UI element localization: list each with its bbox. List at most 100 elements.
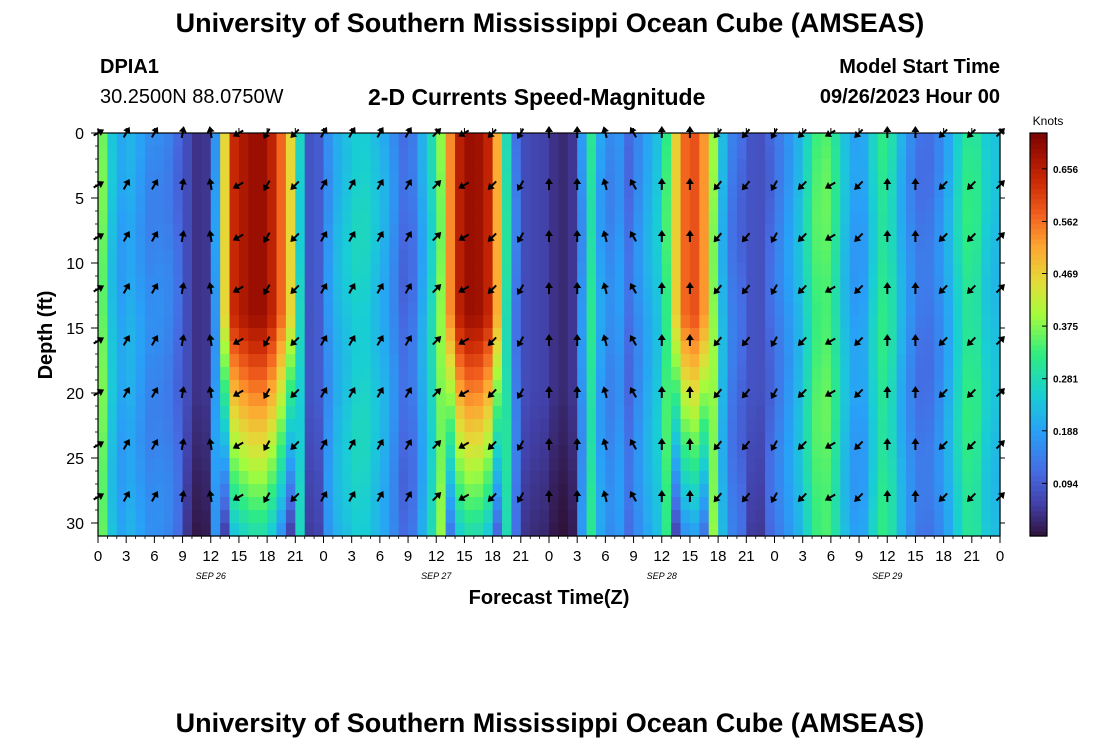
heatmap-cell — [276, 250, 287, 264]
heatmap-cell — [304, 263, 315, 277]
heatmap-cell — [849, 393, 860, 407]
heatmap-cell — [126, 159, 137, 173]
heatmap-cell — [896, 445, 907, 459]
heatmap-cell — [595, 393, 606, 407]
heatmap-cell — [605, 380, 616, 394]
heatmap-cell — [379, 237, 390, 251]
heatmap-cell — [708, 159, 719, 173]
heatmap-cell — [511, 250, 522, 264]
heatmap-cell — [229, 211, 240, 225]
heatmap-cell — [436, 406, 447, 420]
heatmap-cell — [953, 367, 964, 381]
heatmap-cell — [915, 146, 926, 160]
heatmap-cell — [511, 510, 522, 524]
heatmap-cell — [708, 497, 719, 511]
heatmap-cell — [577, 328, 588, 342]
heatmap-cell — [793, 445, 804, 459]
heatmap-cell — [332, 380, 343, 394]
heatmap-cell — [614, 315, 625, 329]
heatmap-cell — [718, 237, 729, 251]
heatmap-cell — [549, 510, 559, 524]
heatmap-cell — [586, 302, 597, 316]
heatmap-cell — [953, 302, 964, 316]
x-tick-label: 15 — [231, 548, 248, 565]
heatmap-cell — [783, 484, 794, 498]
heatmap-cell — [887, 185, 898, 199]
heatmap-cell — [755, 484, 766, 498]
heatmap-cell — [323, 315, 334, 329]
heatmap-cell — [924, 419, 935, 433]
heatmap-cell — [943, 328, 954, 342]
heatmap-cell — [201, 146, 212, 160]
heatmap-cell — [624, 393, 635, 407]
current-arrow — [797, 336, 807, 346]
heatmap-cell — [257, 471, 268, 485]
heatmap-cell — [135, 159, 146, 173]
current-arrow — [232, 233, 244, 241]
colorbar-segment — [1030, 515, 1047, 522]
heatmap-cell — [389, 380, 400, 394]
heatmap-cell — [971, 484, 982, 498]
heatmap-cell — [248, 302, 259, 316]
heatmap-cell — [549, 458, 559, 472]
heatmap-cell — [990, 445, 1001, 459]
heatmap-cell — [483, 367, 494, 381]
heatmap-cell — [144, 224, 155, 238]
heatmap-cell — [511, 406, 522, 420]
heatmap-cell — [614, 302, 625, 316]
heatmap-cell — [953, 250, 964, 264]
heatmap-cell — [642, 146, 653, 160]
heatmap-cell — [840, 302, 851, 316]
heatmap-cell — [191, 263, 202, 277]
x-tick-label: 6 — [827, 548, 835, 565]
heatmap-cell — [849, 328, 860, 342]
heatmap-cell — [144, 289, 155, 303]
heatmap-cell — [520, 315, 531, 329]
heatmap-cell — [126, 224, 137, 238]
heatmap-cell — [633, 302, 644, 316]
heatmap-cell — [426, 393, 437, 407]
heatmap-cell — [877, 302, 888, 316]
heatmap-cell — [915, 523, 926, 537]
heatmap-cell — [699, 497, 710, 511]
heatmap-cell — [417, 315, 428, 329]
heatmap-cell — [840, 445, 851, 459]
heatmap-cell — [285, 419, 296, 433]
heatmap-cell — [323, 354, 334, 368]
heatmap-cell — [755, 133, 766, 147]
heatmap-cell — [661, 133, 672, 147]
heatmap-cell — [689, 406, 700, 420]
heatmap-cell — [417, 263, 428, 277]
heatmap-cell — [107, 406, 118, 420]
colorbar-segment — [1030, 248, 1047, 255]
heatmap-cell — [765, 523, 776, 537]
heatmap-cell — [163, 289, 174, 303]
heatmap-cell — [464, 497, 475, 511]
heatmap-cell — [821, 354, 832, 368]
heatmap-cell — [285, 354, 296, 368]
heatmap-cell — [220, 419, 231, 433]
heatmap-cell — [934, 198, 945, 212]
heatmap-cell — [163, 224, 174, 238]
heatmap-cell — [342, 159, 353, 173]
heatmap-cell — [107, 172, 118, 186]
heatmap-cell — [783, 432, 794, 446]
heatmap-cell — [163, 211, 174, 225]
x-tick-label: 15 — [456, 548, 473, 565]
heatmap-cell — [295, 445, 306, 459]
heatmap-cell — [755, 211, 766, 225]
heatmap-cell — [812, 484, 823, 498]
current-arrow — [122, 490, 131, 502]
heatmap-cell — [859, 185, 870, 199]
heatmap-cell — [680, 211, 691, 225]
heatmap-cell — [746, 224, 757, 238]
heatmap-cell — [342, 302, 353, 316]
heatmap-cell — [633, 471, 644, 485]
heatmap-cell — [624, 172, 635, 186]
heatmap-cell — [473, 484, 484, 498]
heatmap-cell — [135, 198, 146, 212]
heatmap-cell — [896, 497, 907, 511]
heatmap-cell — [981, 263, 992, 277]
heatmap-cell — [614, 185, 625, 199]
